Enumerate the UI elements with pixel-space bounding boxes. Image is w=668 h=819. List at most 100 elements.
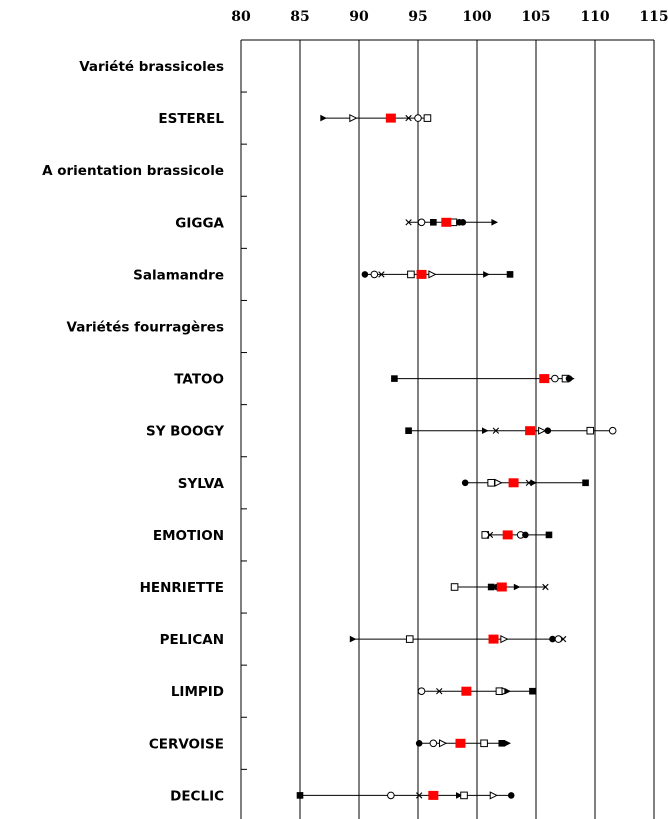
x-tick-label: 95 [408, 9, 427, 25]
square-open-marker [450, 583, 459, 591]
square-filled-marker [430, 219, 437, 226]
mean-marker [488, 634, 499, 644]
square-filled-marker [296, 792, 304, 799]
mean-marker [508, 478, 519, 488]
variety-row [296, 790, 515, 800]
x-tick-label: 110 [580, 9, 609, 25]
variety-row [361, 269, 514, 279]
square-open-marker [423, 114, 432, 122]
group-header-label: Variétés fourragères [67, 320, 224, 336]
variety-row [405, 426, 617, 436]
square-filled-marker [391, 375, 398, 382]
square-open-marker [460, 791, 468, 800]
circle-open-marker [414, 114, 422, 122]
variety-row [450, 582, 549, 592]
x-tick-label: 80 [231, 9, 251, 25]
triangle-filled-marker [456, 792, 463, 799]
mean-marker [496, 582, 507, 592]
square-filled-marker [582, 479, 589, 487]
data-rows [296, 113, 617, 800]
circle-open-marker [554, 635, 563, 643]
circle-open-marker [551, 374, 559, 383]
row-labels: Variété brassicoles ESTEREL A orientation … [42, 59, 224, 804]
x-tick-label: 115 [639, 9, 668, 25]
triangle-filled-marker [513, 583, 521, 591]
square-filled-marker [487, 583, 495, 591]
x-marker [415, 792, 423, 799]
square-filled-marker [545, 531, 553, 539]
triangle-open-marker [500, 634, 509, 644]
triangle-filled-marker [504, 687, 511, 695]
square-open-marker [407, 270, 415, 279]
circle-filled-marker [549, 635, 556, 643]
mean-marker [525, 426, 536, 436]
variety-label: GIGGA [175, 215, 224, 231]
x-marker [378, 271, 385, 278]
triangle-open-marker [438, 739, 448, 748]
square-filled-marker [506, 271, 514, 278]
circle-open-marker [417, 218, 426, 227]
x-marker [559, 635, 567, 643]
variety-label: Salamandre [133, 267, 224, 283]
variety-row [405, 217, 498, 227]
circle-open-marker [429, 739, 438, 748]
square-open-marker [487, 479, 495, 487]
square-open-marker [586, 426, 595, 435]
triangle-filled-marker [483, 271, 490, 278]
group-header-label: A orientation brassicole [42, 163, 224, 179]
variety-label: TATOO [174, 372, 224, 388]
mean-marker [428, 790, 439, 800]
mean-marker [416, 269, 427, 279]
variety-row [320, 113, 432, 123]
variety-label: EMOTION [153, 528, 224, 544]
square-filled-marker [405, 427, 412, 434]
grid-layer [240, 39, 655, 819]
variety-label: SY BOOGY [146, 424, 224, 440]
mean-marker [539, 374, 550, 384]
mean-marker [385, 113, 396, 123]
mean-marker [455, 738, 466, 748]
mean-marker [502, 530, 513, 540]
triangle-filled-marker [320, 114, 327, 122]
x-tick-label: 85 [290, 9, 309, 25]
triangle-open-marker [538, 426, 547, 435]
circle-filled-marker [507, 792, 515, 799]
triangle-filled-marker [481, 427, 489, 434]
mean-marker [461, 686, 472, 696]
x-marker [492, 427, 500, 434]
triangle-filled-marker [504, 740, 511, 747]
variety-row [349, 634, 567, 644]
variety-row [391, 374, 575, 384]
x-marker [542, 583, 549, 591]
triangle-filled-marker [349, 635, 357, 643]
circle-filled-marker [522, 531, 529, 539]
triangle-filled-marker [568, 375, 575, 382]
variety-row [415, 738, 511, 748]
triangle-open-marker [494, 478, 503, 487]
x-marker [486, 531, 494, 539]
x-marker [405, 219, 412, 226]
circle-filled-marker [544, 427, 552, 435]
group-header-label: Variété brassicoles [79, 59, 224, 75]
triangle-filled-marker [530, 479, 537, 487]
circle-open-marker [387, 791, 395, 800]
circle-filled-marker [461, 479, 469, 487]
triangle-filled-marker [491, 219, 498, 226]
square-open-marker [405, 635, 414, 643]
x-marker [405, 114, 412, 122]
circle-filled-marker [361, 271, 369, 278]
y-axis-ticks [241, 91, 247, 770]
triangle-open-marker [489, 791, 498, 800]
x-tick-label: 100 [462, 9, 491, 25]
circle-filled-marker [459, 219, 467, 226]
x-marker [436, 688, 443, 695]
variety-row [461, 478, 589, 488]
variety-label: DECLIC [170, 788, 224, 804]
variety-label: LIMPID [171, 684, 224, 700]
x-tick-label: 105 [521, 9, 550, 25]
variety-row [417, 686, 536, 696]
x-tick-label: 90 [349, 9, 369, 25]
triangle-open-marker [428, 270, 437, 279]
circle-filled-marker [415, 740, 423, 747]
